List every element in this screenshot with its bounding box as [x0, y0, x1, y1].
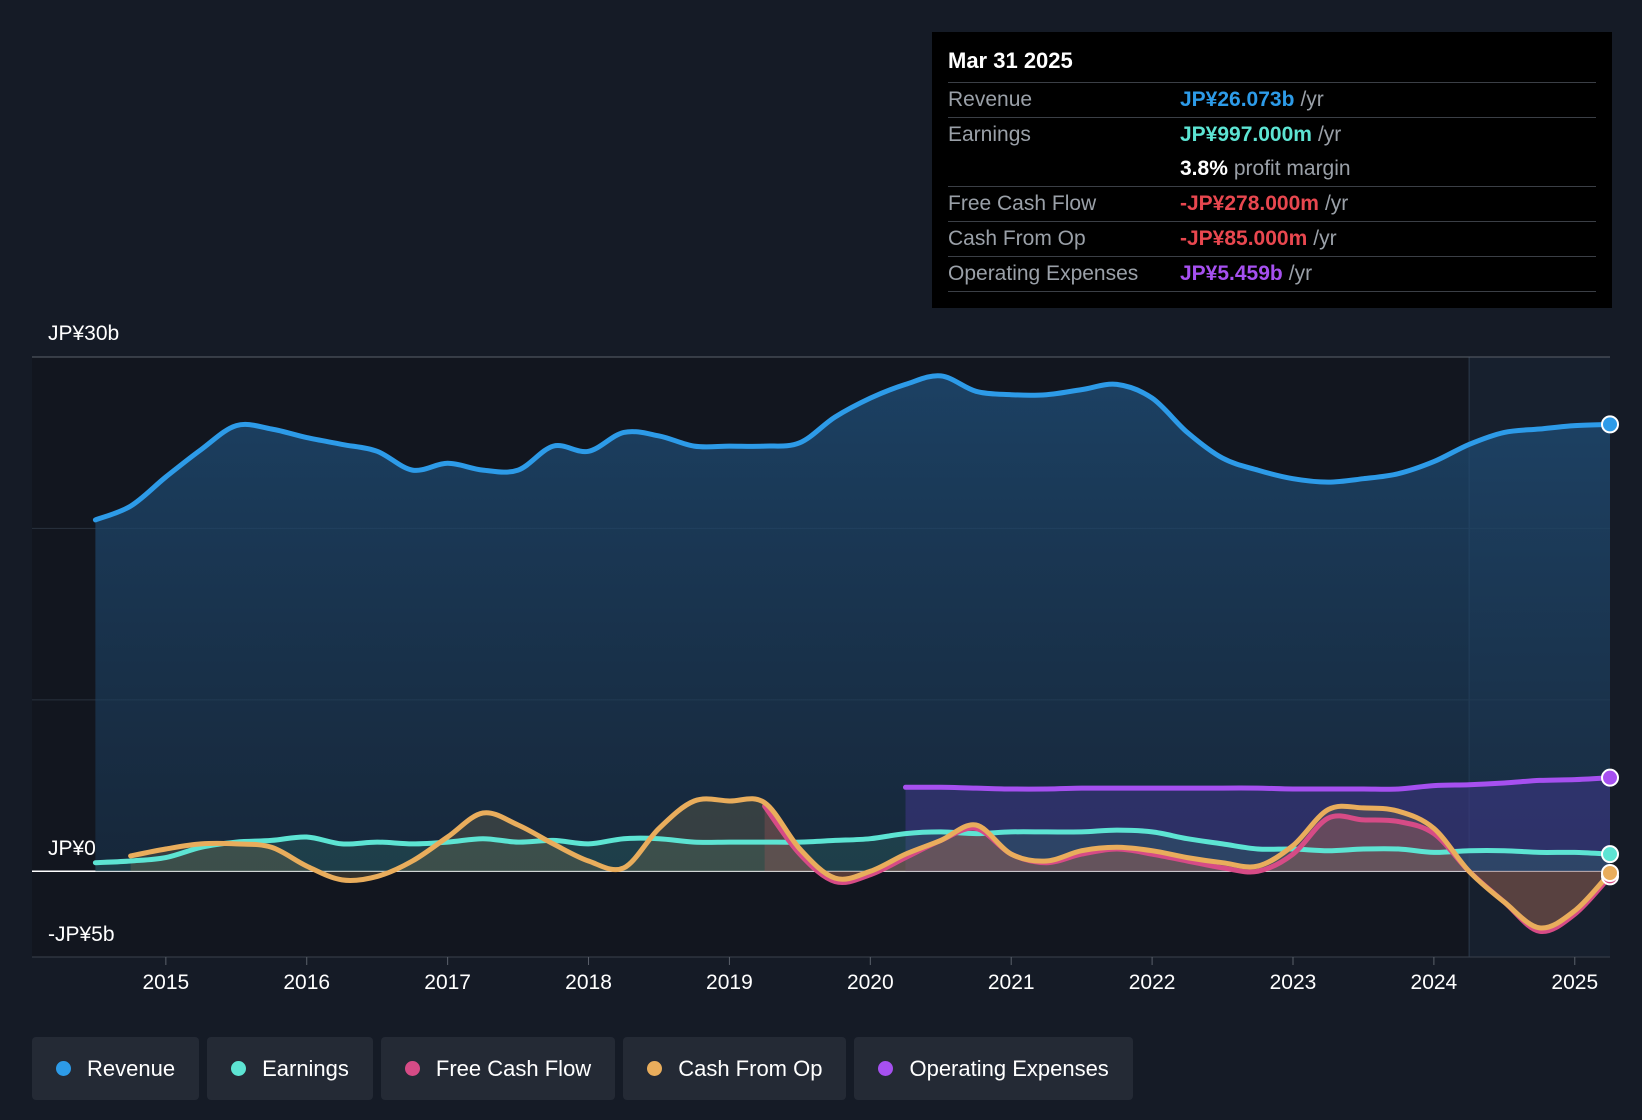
legend-label: Operating Expenses — [909, 1055, 1109, 1081]
legend-item-operating-expenses[interactable]: Operating Expenses — [854, 1037, 1133, 1100]
x-tick-label: 2018 — [565, 971, 612, 994]
tooltip-label: Earnings — [948, 123, 1031, 146]
tooltip-row-earnings: Earnings JP¥997.000m /yr — [948, 117, 1596, 152]
x-tick-label: 2024 — [1411, 971, 1458, 994]
operating-expenses-end-marker — [1601, 768, 1619, 787]
x-tick-label: 2016 — [283, 971, 330, 994]
x-tick-label: 2021 — [988, 971, 1035, 994]
free-cash-flow-dot-icon — [404, 1061, 420, 1076]
x-tick-label: 2022 — [1129, 971, 1176, 994]
revenue-end-marker — [1601, 415, 1619, 434]
legend-label: Earnings — [262, 1055, 349, 1081]
tooltip-value: JP¥997.000m — [1180, 123, 1312, 146]
tooltip-row-fcf: Free Cash Flow -JP¥278.000m /yr — [948, 186, 1596, 221]
line-layer — [92, 373, 1613, 935]
legend-item-free-cash-flow[interactable]: Free Cash Flow — [380, 1037, 616, 1100]
tooltip-unit: /yr — [1300, 88, 1324, 111]
tooltip-row-margin: 3.8% profit margin — [948, 152, 1596, 186]
x-tick-label: 2019 — [706, 971, 753, 994]
tooltip-date: Mar 31 2025 — [948, 48, 1073, 73]
y-tick-label-bottom: -JP¥5b — [48, 923, 115, 946]
tooltip-row-revenue: Revenue JP¥26.073b /yr — [948, 82, 1596, 117]
tooltip-label: Cash From Op — [948, 227, 1086, 250]
x-tick-label: 2015 — [142, 971, 189, 994]
operating-expenses-line — [903, 775, 1613, 792]
tooltip-value: -JP¥85.000m — [1180, 227, 1308, 250]
x-tick-label: 2020 — [847, 971, 894, 994]
cash-from-op-line — [128, 796, 1613, 931]
tooltip-label: Free Cash Flow — [948, 192, 1097, 215]
legend-label: Revenue — [87, 1055, 176, 1081]
earnings-dot-icon — [231, 1061, 247, 1076]
tooltip-value: JP¥5.459b — [1180, 262, 1283, 285]
tooltip-unit: profit margin — [1233, 157, 1351, 180]
earnings-end-marker — [1601, 845, 1619, 864]
y-tick-label-top: JP¥30b — [48, 322, 119, 345]
x-tick-label: 2025 — [1551, 971, 1598, 994]
tooltip-panel: Mar 31 2025 Revenue JP¥26.073b /yr Earni… — [932, 32, 1612, 308]
free-cash-flow-area — [764, 806, 1610, 932]
area-layer — [95, 375, 1611, 932]
legend-item-cash-from-op[interactable]: Cash From Op — [623, 1037, 847, 1100]
tooltip-value: 3.8% — [1180, 157, 1228, 180]
tooltip-row-opex: Operating Expenses JP¥5.459b /yr — [948, 256, 1596, 292]
tooltip-value: JP¥26.073b — [1180, 88, 1295, 111]
legend-label: Cash From Op — [678, 1055, 823, 1081]
revenue-dot-icon — [56, 1061, 71, 1076]
legend: Revenue Earnings Free Cash Flow Cash Fro… — [32, 1037, 1133, 1100]
tooltip-unit: /yr — [1324, 192, 1349, 215]
operating-expenses-dot-icon — [878, 1061, 894, 1076]
y-tick-label-zero: JP¥0 — [48, 837, 96, 860]
tooltip-value: -JP¥278.000m — [1180, 192, 1319, 215]
tooltip-unit: /yr — [1317, 123, 1342, 146]
revenue-line — [92, 373, 1613, 523]
x-tick-label: 2023 — [1270, 971, 1317, 994]
earnings-line — [92, 827, 1613, 866]
cash-from-op-end-marker — [1601, 864, 1619, 882]
tooltip-unit: /yr — [1288, 262, 1313, 285]
tooltip-label: Operating Expenses — [948, 262, 1139, 285]
tooltip-row-cfo: Cash From Op -JP¥85.000m /yr — [948, 221, 1596, 256]
operating-expenses-area — [905, 777, 1610, 872]
tooltip-label: Revenue — [948, 88, 1033, 111]
legend-label: Free Cash Flow — [435, 1055, 592, 1081]
revenue-area — [95, 375, 1610, 872]
tooltip-unit: /yr — [1313, 227, 1337, 250]
cash-from-op-area — [130, 798, 1611, 929]
financial-chart: JP¥30b JP¥0 -JP¥5b 2015 2016 2017 2018 2019 2… — [32, 322, 1619, 994]
marker-layer — [1601, 415, 1619, 886]
x-tick-label: 2017 — [424, 971, 471, 994]
cash-from-op-dot-icon — [647, 1061, 663, 1076]
legend-item-revenue[interactable]: Revenue — [32, 1037, 200, 1100]
axis-layer: JP¥30b JP¥0 -JP¥5b 2015 2016 2017 2018 2019 2… — [48, 322, 1598, 994]
legend-item-earnings[interactable]: Earnings — [207, 1037, 373, 1100]
